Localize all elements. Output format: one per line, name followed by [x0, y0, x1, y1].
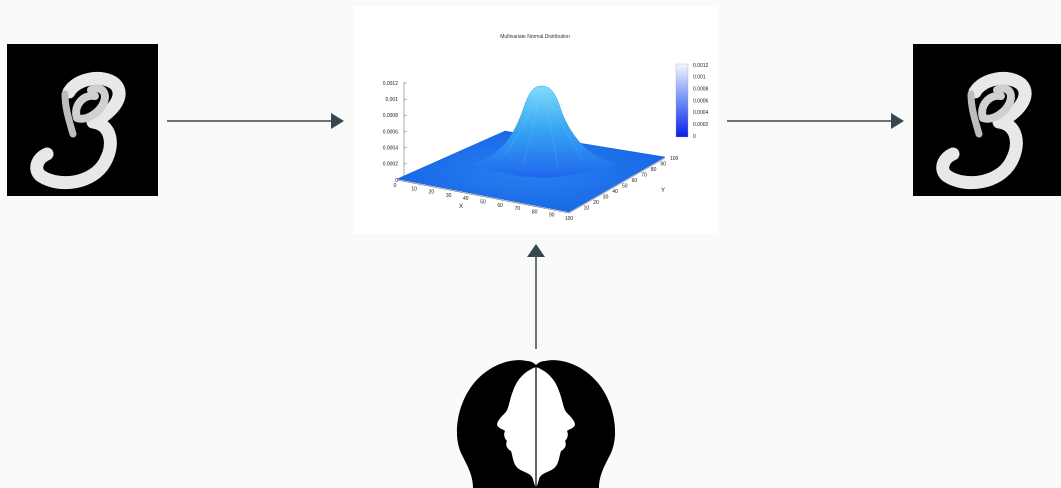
- y-tick-label: 100: [670, 156, 679, 162]
- x-tick-label: 40: [463, 196, 469, 202]
- surface-peak: [470, 85, 616, 179]
- z-tick-label: 0.0012: [383, 81, 399, 87]
- y-tick-label: 60: [632, 178, 638, 184]
- z-tick-labels: 0 0.0002 0.0004 0.0006 0.0008 0.001 0.0012: [383, 81, 407, 184]
- arrow-from-human: [527, 244, 545, 349]
- x-axis: [396, 179, 570, 214]
- colorbar-tick-label: 0: [693, 134, 696, 140]
- colorbar-tick-label: 0.0012: [693, 63, 709, 69]
- z-tick-label: 0.0006: [383, 129, 399, 135]
- x-tick-label: 10: [411, 186, 417, 192]
- x-axis-label: X: [459, 204, 463, 210]
- surface-mesh: [502, 87, 584, 169]
- distribution-plot: Multivariate Normal Distribution 0 0.0002…: [353, 6, 718, 234]
- y-tick-label: 20: [593, 200, 599, 206]
- y-tick-label: 10: [584, 206, 590, 212]
- x-tick-label: 70: [515, 206, 521, 212]
- z-tick-label: 0.0004: [383, 145, 399, 151]
- y-tick-label: 80: [651, 167, 657, 173]
- y-tick-label: 70: [641, 173, 647, 179]
- y-tick-label: 30: [603, 195, 609, 201]
- x-tick-labels: 0 10 20 30 40 50 60 70 80 90 100: [394, 183, 574, 222]
- colorbar-tick-label: 0.0006: [693, 98, 709, 104]
- x-tick-label: 20: [429, 190, 435, 196]
- output-digit-image: [913, 44, 1061, 196]
- y-tick-label: 90: [660, 162, 666, 168]
- chart-title: Multivariate Normal Distribution: [500, 34, 570, 40]
- x-tick-label: 80: [532, 209, 538, 215]
- colorbar: [675, 63, 689, 138]
- x-tick-label: 50: [480, 200, 486, 206]
- colorbar-tick-label: 0.001: [693, 75, 706, 81]
- x-tick-label: 60: [497, 203, 503, 209]
- z-tick-label: 0.0008: [383, 113, 399, 119]
- x-tick-label: 100: [565, 216, 574, 222]
- colorbar-tick-label: 0.0002: [693, 122, 709, 128]
- x-tick-label: 0: [394, 183, 397, 189]
- input-digit-image: [7, 44, 158, 196]
- z-tick-label: 0: [395, 178, 398, 184]
- z-tick-label: 0.0002: [383, 162, 399, 168]
- arrow-to-distribution: [167, 113, 344, 129]
- surface-chart: Multivariate Normal Distribution 0 0.0002…: [383, 34, 709, 222]
- y-axis: [568, 157, 666, 214]
- colorbar-tick-label: 0.0008: [693, 86, 709, 92]
- x-tick-label: 90: [549, 213, 555, 219]
- z-tick-label: 0.001: [385, 97, 398, 103]
- colorbar-tick-label: 0.0004: [693, 110, 709, 116]
- x-tick-label: 30: [446, 193, 452, 199]
- arrow-to-output: [727, 113, 904, 129]
- y-tick-label: 50: [622, 184, 628, 190]
- y-tick-label: 40: [612, 189, 618, 195]
- digit-three-icon: [30, 71, 126, 190]
- digit-three-icon: [936, 71, 1032, 190]
- y-axis-label: Y: [661, 188, 665, 194]
- human-heads-icon: [456, 360, 616, 488]
- colorbar-tick-labels: 0.0012 0.001 0.0008 0.0006 0.0004 0.0002 0: [693, 63, 709, 140]
